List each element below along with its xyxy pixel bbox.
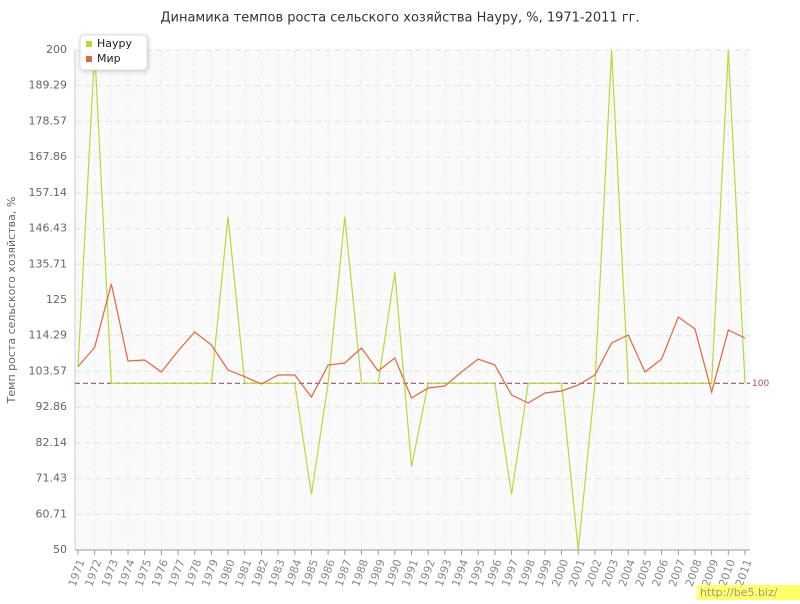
y-tick-label: 71.43 bbox=[36, 472, 68, 485]
series-line bbox=[77, 283, 746, 404]
y-tick-label: 157.14 bbox=[29, 186, 68, 199]
y-tick-label: 60.71 bbox=[36, 507, 68, 520]
y-tick-label: 92.86 bbox=[36, 400, 68, 413]
y-tick-label: 103.57 bbox=[29, 364, 68, 377]
legend-label: Науру bbox=[97, 37, 133, 50]
y-tick-label: 114.29 bbox=[29, 329, 68, 342]
y-tick-label: 200 bbox=[46, 43, 67, 56]
y-tick-label: 146.43 bbox=[29, 222, 68, 235]
legend-label: Мир bbox=[97, 52, 121, 65]
chart-title: Динамика темпов роста сельского хозяйств… bbox=[160, 11, 639, 26]
y-axis-label: Темп роста сельского хозяйства, % bbox=[5, 197, 18, 405]
reference-label: 100 bbox=[752, 379, 769, 389]
legend-marker bbox=[86, 56, 92, 62]
y-tick-label: 125 bbox=[46, 293, 67, 306]
series-line bbox=[77, 49, 746, 551]
y-tick-label: 189.29 bbox=[29, 79, 68, 92]
watermark: http://be5.biz/ bbox=[700, 586, 778, 599]
legend-box bbox=[79, 34, 148, 71]
y-tick-label: 178.57 bbox=[29, 114, 68, 127]
y-tick-label: 50 bbox=[53, 543, 67, 556]
y-tick-label: 135.71 bbox=[29, 257, 68, 270]
y-tick-label: 167.86 bbox=[29, 150, 68, 163]
legend-marker bbox=[86, 41, 92, 47]
y-tick-label: 82.14 bbox=[36, 436, 68, 449]
watermark-box bbox=[697, 585, 800, 600]
